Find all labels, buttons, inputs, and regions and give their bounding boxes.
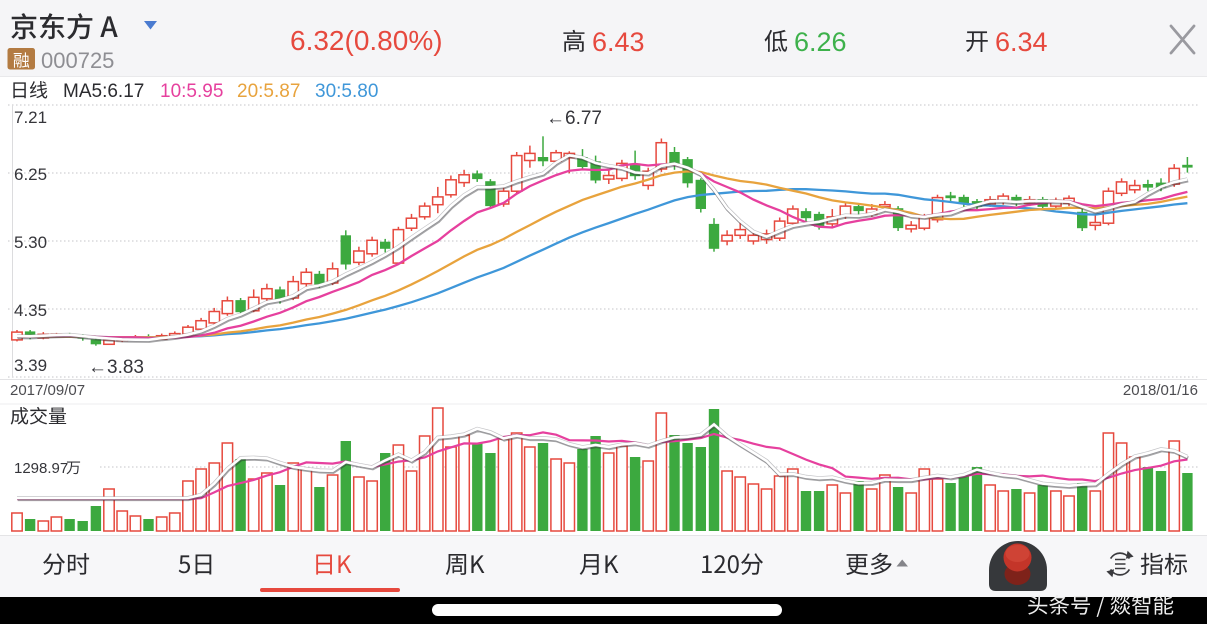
svg-text:6.32(0.80%): 6.32(0.80%) <box>290 25 443 56</box>
svg-text:6.43: 6.43 <box>592 27 645 57</box>
svg-text:30:5.80: 30:5.80 <box>315 81 378 102</box>
svg-text:6.34: 6.34 <box>995 27 1048 57</box>
svg-text:1298.97: 1298.97 <box>14 460 68 477</box>
svg-text:2018/01/16: 2018/01/16 <box>1123 382 1198 399</box>
svg-text:7.21: 7.21 <box>14 108 47 127</box>
svg-text:2017/09/07: 2017/09/07 <box>10 382 85 399</box>
svg-text:3.39: 3.39 <box>14 356 47 375</box>
svg-text:MA5:6.17: MA5:6.17 <box>63 81 144 102</box>
svg-text:←6.77: ←6.77 <box>546 108 602 129</box>
svg-text:10:5.95: 10:5.95 <box>160 81 223 102</box>
svg-text:000725: 000725 <box>41 48 114 73</box>
svg-text:20:5.87: 20:5.87 <box>237 81 300 102</box>
svg-text:4.35: 4.35 <box>14 301 47 320</box>
svg-text:6.25: 6.25 <box>14 165 47 184</box>
svg-text:6.26: 6.26 <box>794 27 847 57</box>
svg-text:5.30: 5.30 <box>14 233 47 252</box>
svg-text:←3.83: ←3.83 <box>88 357 144 378</box>
